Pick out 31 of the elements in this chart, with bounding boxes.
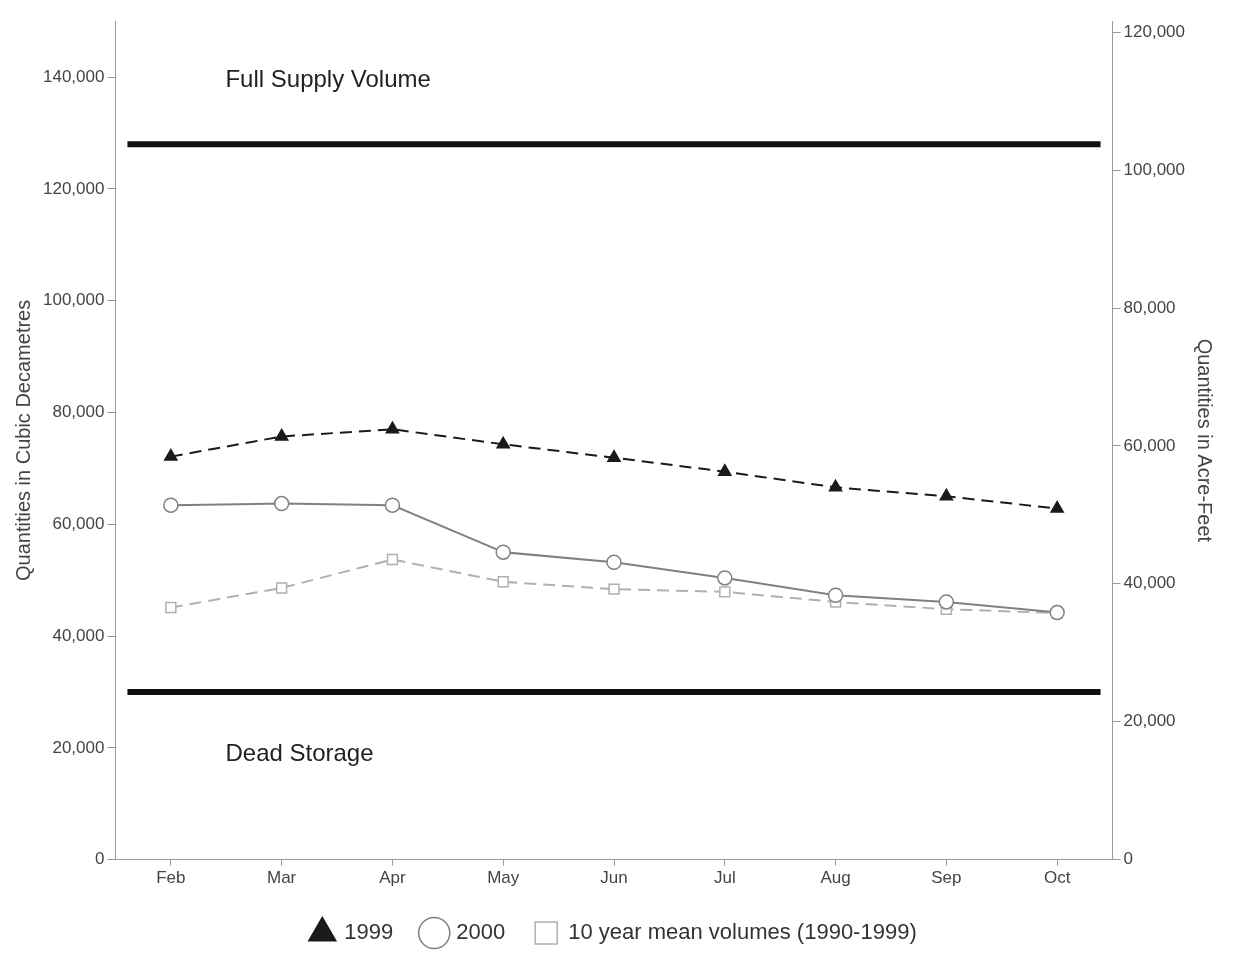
y-tick-label: 120,000 [43,178,105,198]
y2-tick-label: 120,000 [1123,21,1185,41]
y-tick-label: 40,000 [52,625,105,645]
y2-tick-label: 100,000 [1123,159,1185,179]
x-tick-label: Aug [820,868,851,888]
y2-tick-label: 20,000 [1123,711,1176,731]
y-tick-label: 100,000 [43,290,105,310]
y-tick-label: 0 [94,849,105,869]
legend-label: 1999 [344,919,394,945]
x-tick-label: Apr [379,868,406,888]
x-tick-label: Jul [713,868,736,888]
y2-tick-label: 0 [1123,849,1134,869]
x-tick-label: Jun [600,868,628,888]
y2-tick-label: 40,000 [1123,573,1176,593]
y-tick-label: 80,000 [52,402,105,422]
ref-line-label: Dead Storage [225,738,374,766]
ref-line-label: Full Supply Volume [225,64,431,92]
y-tick-label: 20,000 [52,737,105,757]
y-axis-title: Quantities in Cubic Decametres [11,299,34,582]
y2-tick-label: 80,000 [1123,297,1176,317]
x-tick-label: Oct [1043,868,1071,888]
legend-label: 10 year mean volumes (1990-1999) [568,919,917,945]
y-tick-label: 60,000 [52,513,105,533]
x-tick-label: Feb [156,868,186,888]
y2-axis-title: Quantities in Acre-Feet [1194,338,1217,543]
x-tick-label: Sep [931,868,962,888]
legend-label: 2000 [456,919,506,945]
y2-tick-label: 60,000 [1123,435,1176,455]
y-tick-label: 140,000 [43,66,105,86]
x-tick-label: Mar [266,868,297,888]
x-tick-label: May [487,868,520,888]
